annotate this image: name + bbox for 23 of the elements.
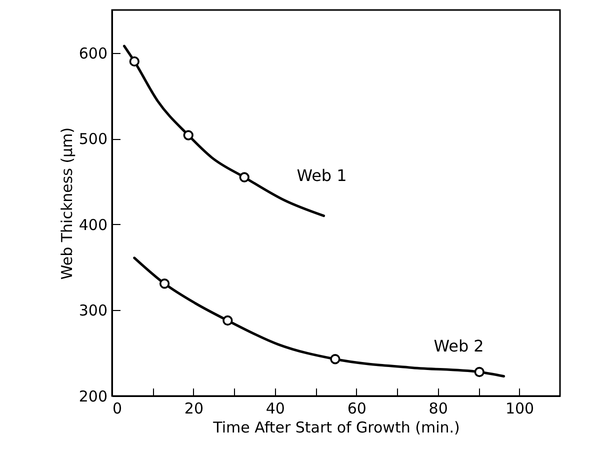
x-tick-label: 80 xyxy=(428,400,448,418)
point xyxy=(239,172,250,182)
x-tick-label: 0 xyxy=(112,400,122,418)
point xyxy=(474,366,484,378)
y-tick-label: 200 xyxy=(78,388,108,406)
series-label: Web 1 xyxy=(296,166,347,185)
point xyxy=(330,354,340,364)
point xyxy=(222,315,233,326)
point xyxy=(183,130,194,140)
x-tick-label: 60 xyxy=(347,400,366,418)
x-tick-label: 40 xyxy=(266,400,285,418)
y-tick-label: 500 xyxy=(78,130,108,148)
x-axis-title: Time After Start of Growth (min.) xyxy=(212,418,460,436)
point xyxy=(159,278,170,289)
x-tick-label: 100 xyxy=(505,400,534,418)
y-axis-title: Web Thickness (μm) xyxy=(58,127,76,280)
x-tick-label: 20 xyxy=(184,400,204,418)
y-tick-label: 400 xyxy=(78,216,108,234)
line-series xyxy=(133,256,506,378)
series-label: Web 2 xyxy=(434,336,484,356)
point xyxy=(129,56,140,67)
y-tick-label: 300 xyxy=(78,302,108,320)
y-tick-label: 600 xyxy=(78,44,108,62)
